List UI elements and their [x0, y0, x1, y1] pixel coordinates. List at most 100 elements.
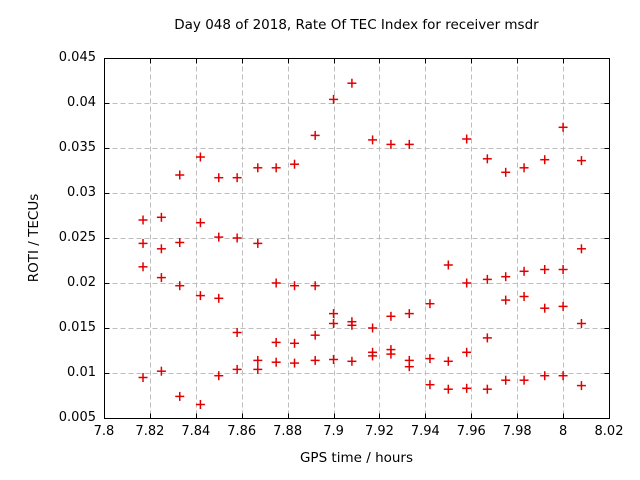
- data-point-marker: [501, 295, 511, 305]
- x-tick-label: 7.84: [181, 424, 211, 439]
- chart-title: Day 048 of 2018, Rate Of TEC Index for r…: [174, 17, 539, 33]
- data-point-marker: [404, 362, 414, 372]
- data-point-marker: [271, 337, 281, 347]
- data-point-marker: [540, 265, 550, 274]
- data-point-marker: [214, 173, 224, 183]
- data-point-marker: [214, 371, 224, 381]
- data-point-marker: [462, 278, 472, 288]
- data-point-marker: [232, 173, 242, 183]
- data-point-marker: [386, 139, 396, 149]
- data-point-marker: [175, 238, 185, 247]
- data-point-marker: [253, 364, 263, 374]
- plot-border: [104, 58, 610, 419]
- y-tick-label: 0.02: [67, 275, 96, 290]
- data-point-marker: [175, 281, 185, 291]
- x-tick-label: 8: [558, 424, 568, 439]
- data-point-marker: [310, 281, 320, 291]
- data-point-marker: [540, 155, 550, 165]
- data-point-marker: [271, 278, 281, 288]
- data-point-marker: [271, 357, 281, 367]
- data-point-marker: [443, 260, 453, 270]
- data-point-marker: [329, 355, 339, 364]
- x-tick-label: 7.88: [273, 424, 303, 439]
- data-point-marker: [386, 349, 396, 359]
- data-point-marker: [138, 373, 148, 382]
- data-point-marker: [232, 233, 242, 243]
- y-tick-label: 0.025: [58, 230, 96, 245]
- data-point-marker: [310, 330, 320, 340]
- data-point-marker: [425, 380, 435, 390]
- data-point-marker: [482, 154, 492, 164]
- data-point-marker: [195, 400, 205, 409]
- data-point-marker: [195, 152, 205, 162]
- data-point-marker: [558, 122, 568, 132]
- data-point-marker: [290, 159, 300, 169]
- data-point-marker: [156, 244, 166, 254]
- data-point-marker: [271, 163, 281, 173]
- plot-area: [104, 58, 610, 419]
- x-tick-label: 7.8: [93, 424, 115, 439]
- x-tick-label: 7.94: [410, 424, 440, 439]
- x-tick-label: 7.96: [456, 424, 486, 439]
- data-point-marker: [138, 262, 148, 272]
- data-point-marker: [462, 347, 472, 357]
- data-point-marker: [576, 156, 586, 166]
- data-point-marker: [329, 309, 339, 319]
- x-tick-label: 7.98: [502, 424, 532, 439]
- data-point-marker: [501, 167, 511, 177]
- data-point-marker: [482, 274, 492, 284]
- x-axis-label: GPS time / hours: [299, 450, 414, 466]
- data-point-marker: [501, 375, 511, 385]
- data-point-marker: [368, 351, 378, 361]
- data-point-marker: [253, 238, 263, 248]
- data-point-marker: [576, 381, 586, 391]
- x-tick-label: 8.02: [594, 424, 624, 439]
- x-tick-label: 7.92: [364, 424, 394, 439]
- data-point-marker: [329, 319, 339, 328]
- data-point-marker: [347, 356, 357, 366]
- data-point-marker: [519, 375, 529, 385]
- data-point-marker: [519, 266, 529, 276]
- data-point-marker: [576, 244, 586, 254]
- y-tick-label: 0.01: [67, 365, 96, 380]
- data-point-marker: [175, 391, 185, 401]
- data-point-marker: [386, 311, 396, 321]
- data-point-marker: [347, 320, 357, 330]
- data-point-marker: [156, 273, 166, 283]
- data-point-marker: [404, 139, 414, 149]
- data-point-marker: [232, 328, 242, 337]
- data-point-marker: [138, 215, 148, 225]
- data-point-marker: [253, 355, 263, 365]
- data-point-marker: [540, 371, 550, 381]
- data-point-marker: [425, 354, 435, 364]
- y-tick-label: 0.045: [58, 50, 96, 65]
- data-point-marker: [290, 338, 300, 348]
- data-point-marker: [425, 299, 435, 309]
- data-point-marker: [195, 218, 205, 228]
- data-point-marker: [232, 364, 242, 374]
- data-point-marker: [462, 134, 472, 144]
- data-point-marker: [156, 212, 166, 222]
- data-point-marker: [501, 272, 511, 282]
- data-point-marker: [175, 170, 185, 180]
- data-point-marker: [558, 265, 568, 274]
- data-point-marker: [482, 333, 492, 343]
- data-point-marker: [576, 319, 586, 328]
- data-point-marker: [195, 291, 205, 301]
- y-tick-label: 0.005: [58, 410, 96, 425]
- data-point-marker: [558, 371, 568, 381]
- x-tick-label: 7.86: [227, 424, 257, 439]
- data-point-marker: [290, 281, 300, 291]
- data-point-marker: [310, 130, 320, 140]
- data-point-marker: [558, 301, 568, 311]
- y-tick-label: 0.03: [67, 185, 96, 200]
- data-point-marker: [519, 292, 529, 301]
- x-tick-label: 7.9: [323, 424, 344, 439]
- data-point-marker: [347, 78, 357, 88]
- y-tick-label: 0.035: [58, 140, 96, 155]
- data-point-marker: [156, 366, 166, 376]
- data-point-marker: [253, 163, 263, 173]
- data-point-marker: [214, 232, 224, 242]
- data-point-marker: [138, 238, 148, 248]
